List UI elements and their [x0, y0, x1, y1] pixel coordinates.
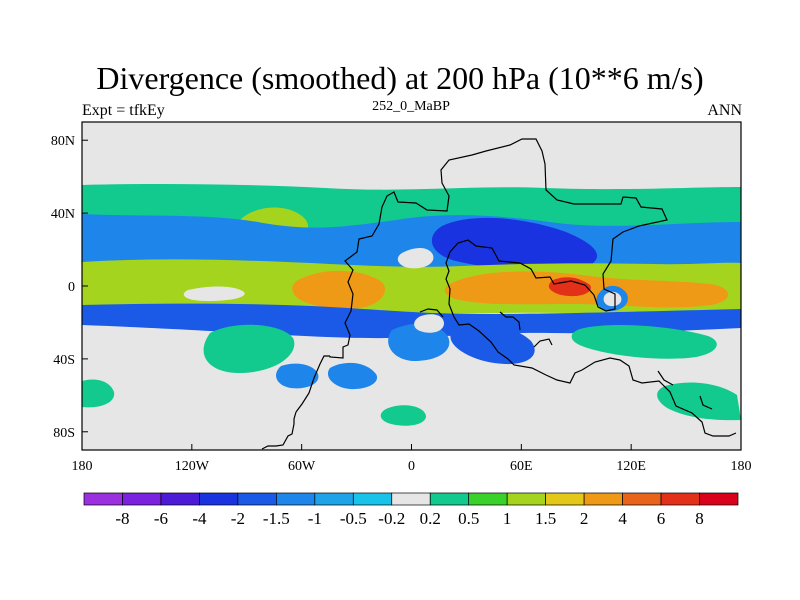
white-gap-3: [414, 314, 444, 333]
colorbar-label: 6: [657, 509, 666, 528]
experiment-label: Expt = tfkEy: [82, 102, 165, 119]
season-label: ANN: [707, 102, 742, 119]
x-tick-label: 120E: [616, 459, 646, 474]
colorbar-label: 1.5: [535, 509, 556, 528]
colorbar-swatch: [622, 492, 662, 506]
colorbar-swatch: [506, 492, 546, 506]
y-tick-label: 40N: [51, 207, 75, 222]
x-tick-label: 120W: [175, 459, 210, 474]
colorbar-label: -4: [192, 509, 207, 528]
southern-positive-patch-left: [203, 324, 295, 374]
colorbar-label: 4: [618, 509, 627, 528]
colorbar-swatch: [660, 492, 700, 506]
chart-title: Divergence (smoothed) at 200 hPa (10**6 …: [96, 60, 704, 96]
colorbar-swatch: [583, 492, 623, 506]
colorbar-label: 0.2: [420, 509, 441, 528]
southern-green-east: [657, 382, 741, 421]
southern-positive-patch-right: [571, 325, 717, 359]
south-blue-left: [276, 363, 319, 389]
colorbar-label: -1: [308, 509, 322, 528]
x-tick-label: 180: [731, 459, 752, 474]
equatorial-peak: [548, 277, 591, 297]
southern-blue-patch: [388, 323, 450, 362]
colorbar-label: 1: [503, 509, 512, 528]
colorbar-label: -2: [231, 509, 245, 528]
white-gap-2: [397, 247, 434, 269]
colorbar-swatch: [352, 492, 393, 506]
y-tick-label: 80N: [51, 134, 75, 149]
northern-deep-blue: [431, 217, 598, 273]
colorbar-label: -8: [115, 509, 129, 528]
white-gap-1: [183, 286, 245, 301]
colorbar-label: -1.5: [263, 509, 290, 528]
colorbar-swatch: [276, 492, 316, 506]
y-tick-label: 40S: [53, 353, 75, 368]
colorbar-swatch: [199, 492, 239, 506]
colorbar-swatch: [314, 492, 354, 506]
coastline-outline: [261, 138, 737, 450]
case-label: 252_0_MaBP: [372, 99, 450, 114]
south-pole-green: [82, 379, 115, 408]
colorbar-swatch: [545, 492, 585, 506]
colorbar-swatch: [699, 492, 739, 506]
equatorial-maximum-west: [292, 270, 385, 310]
southern-green-small: [380, 405, 426, 426]
x-tick-label: 180: [72, 459, 93, 474]
x-tick-label: 60W: [288, 459, 316, 474]
colorbar-label: -6: [154, 509, 168, 528]
colorbar-swatch: [83, 492, 123, 506]
colorbar-swatch: [237, 492, 277, 506]
colorbar-label: 8: [695, 509, 704, 528]
colorbar-swatch: [122, 492, 162, 506]
colorbar-swatch: [468, 492, 508, 506]
colorbar-swatch: [160, 492, 200, 506]
y-tick-label: 0: [68, 280, 75, 295]
x-tick-label: 0: [408, 459, 415, 474]
colorbar-label: -0.5: [340, 509, 367, 528]
colorbar-label: 0.5: [458, 509, 479, 528]
colorbar-label: 2: [580, 509, 589, 528]
y-tick-label: 80S: [53, 426, 75, 441]
colorbar-swatch: [429, 492, 470, 506]
cyan-loop-hole: [603, 291, 622, 307]
colorbar-label: -0.2: [378, 509, 405, 528]
colorbar-swatch: [391, 492, 431, 506]
x-tick-label: 60E: [510, 459, 533, 474]
south-blue-center: [327, 362, 378, 390]
